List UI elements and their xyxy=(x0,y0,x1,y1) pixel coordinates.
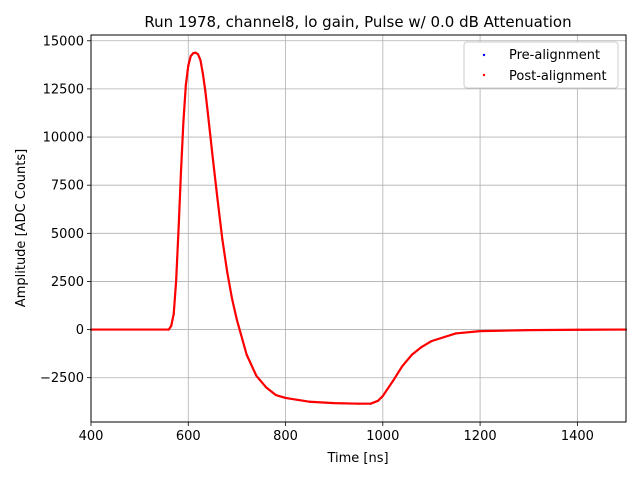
data-point xyxy=(182,120,185,123)
data-point xyxy=(255,374,258,377)
data-point xyxy=(216,197,219,200)
data-point xyxy=(265,386,268,389)
data-point xyxy=(235,318,238,321)
data-point xyxy=(357,402,360,405)
y-axis: −2500 0 2500 5000 7500 10000 12500 15000 xyxy=(40,34,91,386)
data-point xyxy=(199,59,202,62)
data-point xyxy=(401,365,404,368)
x-tick-label: 1400 xyxy=(561,429,594,444)
data-point xyxy=(369,402,372,405)
x-tick-label: 600 xyxy=(176,429,201,444)
data-point xyxy=(194,51,197,54)
data-point xyxy=(333,402,336,405)
data-point xyxy=(187,64,190,67)
plot-area xyxy=(90,34,627,423)
series-post-alignment xyxy=(90,51,627,405)
legend-marker-post-alignment xyxy=(482,73,486,77)
data-point xyxy=(184,84,187,87)
data-point xyxy=(430,340,433,343)
legend-box xyxy=(463,41,619,89)
chart-title: Run 1978, channel8, lo gain, Pulse w/ 0.… xyxy=(144,13,571,31)
y-axis-label: Amplitude [ADC Counts] xyxy=(14,149,29,307)
data-layer xyxy=(90,51,627,405)
y-tick-label: 10000 xyxy=(43,131,84,146)
data-point xyxy=(420,345,423,348)
data-point xyxy=(274,394,277,397)
x-tick-label: 400 xyxy=(79,429,104,444)
legend-label-pre-alignment: Pre-alignment xyxy=(509,48,600,63)
data-point xyxy=(381,395,384,398)
data-point xyxy=(376,399,379,402)
data-point xyxy=(226,270,229,273)
y-tick-label: 7500 xyxy=(51,179,84,194)
grid xyxy=(90,35,626,422)
x-axis-label: Time [ns] xyxy=(326,451,388,466)
data-point xyxy=(179,170,182,173)
data-point xyxy=(192,52,195,55)
x-tick-label: 1200 xyxy=(464,429,497,444)
x-axis: 400 600 800 1000 1200 1400 xyxy=(79,422,594,444)
data-point xyxy=(284,396,287,399)
data-point xyxy=(172,313,175,316)
data-point xyxy=(204,89,207,92)
data-point xyxy=(576,328,579,331)
y-tick-label: 0 xyxy=(76,323,84,338)
data-point xyxy=(231,297,234,300)
y-tick-label: −2500 xyxy=(40,371,84,386)
data-point xyxy=(221,238,224,241)
data-point xyxy=(411,353,413,356)
data-point xyxy=(175,280,178,283)
x-tick-label: 1000 xyxy=(366,429,399,444)
data-point xyxy=(206,111,209,114)
data-point xyxy=(308,400,311,403)
y-tick-label: 15000 xyxy=(43,34,84,49)
y-tick-label: 2500 xyxy=(51,275,84,290)
axes-frame xyxy=(90,34,627,423)
data-point xyxy=(167,328,170,331)
data-point xyxy=(197,53,199,56)
data-point xyxy=(245,353,248,356)
data-point xyxy=(177,228,180,231)
y-tick-label: 5000 xyxy=(51,227,84,242)
x-tick-label: 800 xyxy=(273,429,298,444)
data-point xyxy=(211,155,214,158)
data-point xyxy=(479,330,482,333)
data-point xyxy=(201,72,204,75)
legend: Pre-alignment Post-alignment xyxy=(463,41,619,89)
data-point xyxy=(454,332,457,335)
y-tick-label: 12500 xyxy=(43,82,84,97)
data-point xyxy=(189,55,192,58)
legend-marker-pre-alignment xyxy=(482,53,486,57)
legend-label-post-alignment: Post-alignment xyxy=(509,69,607,84)
data-point xyxy=(391,380,394,383)
data-point xyxy=(527,329,530,332)
data-point xyxy=(170,324,173,327)
